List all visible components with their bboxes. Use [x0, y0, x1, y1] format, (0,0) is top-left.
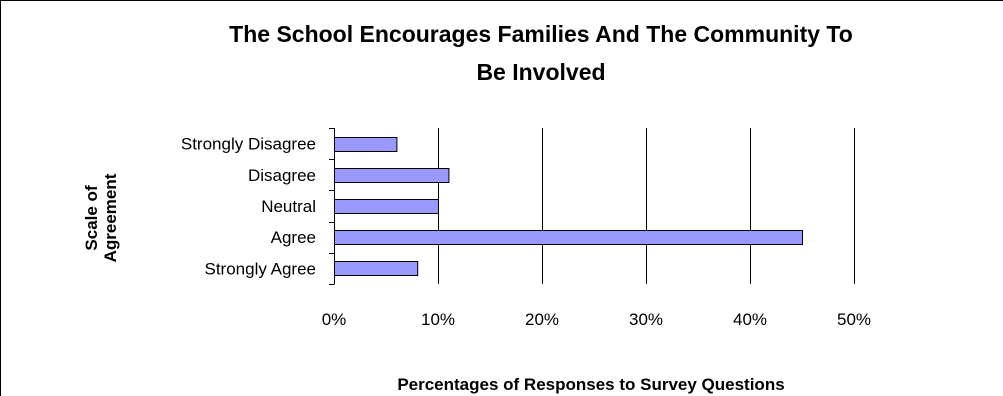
x-tick-label: 20%: [525, 310, 559, 329]
y-category-label: Disagree: [248, 166, 316, 185]
y-category-label: Strongly Agree: [204, 259, 316, 278]
x-axis-title: Percentages of Responses to Survey Quest…: [397, 375, 784, 394]
plot-area: 0% 10% 20% 30% 40% 50% Strongly Disagree Disagr…: [181, 128, 871, 329]
x-tick-label: 40%: [733, 310, 767, 329]
y-category-label: Neutral: [261, 197, 316, 216]
x-tick-label: 0%: [322, 310, 347, 329]
y-category-label: Agree: [271, 228, 316, 247]
chart-title-line-1: The School Encourages Families And The C…: [229, 21, 853, 47]
y-axis-title-line-1: Scale of: [82, 185, 101, 251]
x-tick-label: 10%: [421, 310, 455, 329]
bar: [334, 137, 398, 152]
x-tick-label: 30%: [629, 310, 663, 329]
bar: [334, 168, 450, 183]
y-axis-title-line-2: Agreement: [101, 173, 120, 262]
chart-title-line-2: Be Involved: [476, 59, 605, 85]
bar: [334, 199, 439, 214]
y-category-label: Strongly Disagree: [181, 135, 316, 154]
x-tick-label: 50%: [837, 310, 871, 329]
bar: [334, 261, 419, 276]
bar: [334, 230, 803, 245]
